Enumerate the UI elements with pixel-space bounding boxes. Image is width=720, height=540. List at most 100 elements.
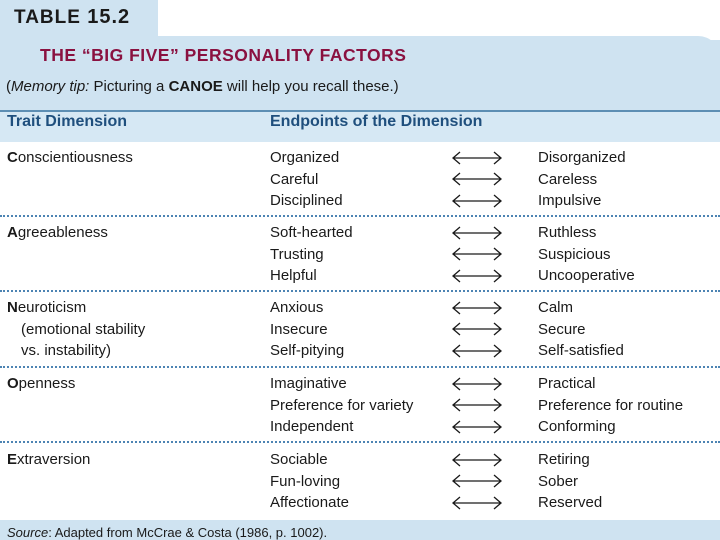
left-endpoint: Careful	[270, 170, 319, 188]
arrow-column	[452, 449, 502, 514]
trait-name-rest: xtraversion	[17, 451, 91, 468]
right-endpoint: Uncooperative	[538, 267, 635, 284]
left-endpoints: Imaginative Preference for variety Indepen…	[270, 373, 413, 438]
row-divider	[0, 366, 720, 368]
left-endpoint: Preference for variety	[270, 396, 414, 414]
left-endpoint: Disciplined	[270, 192, 343, 209]
table-title: THE “BIG FIVE” PERSONALITY FACTORS	[40, 45, 407, 65]
table-label: TABLE 15.2	[14, 6, 130, 29]
footer-bar	[0, 520, 720, 540]
arrow-column	[452, 297, 502, 362]
source-label: Source	[7, 525, 49, 540]
trait-dimension: Conscientiousness	[7, 147, 133, 169]
left-endpoint: Soft-hearted	[270, 224, 353, 241]
right-endpoint: Conforming	[538, 418, 616, 435]
double-headed-arrow-icon	[452, 222, 502, 244]
right-endpoint: Careless	[538, 170, 598, 188]
double-headed-arrow-icon	[452, 297, 502, 319]
memory-tip-label: Memory tip:	[11, 78, 90, 95]
trait-subtitle: vs. instability)	[21, 342, 112, 359]
header-panel	[0, 36, 720, 108]
double-headed-arrow-icon	[452, 265, 502, 287]
trait-name: Agreeableness	[7, 222, 108, 244]
trait-dimension: Neuroticism (emotional stability vs. insta…	[7, 297, 145, 362]
right-endpoints: Ruthless Suspicious Uncooperative	[538, 222, 635, 287]
column-header-bar	[0, 110, 720, 142]
source-text: : Adapted from McCrae & Costa (1986, p. …	[48, 525, 328, 540]
right-endpoint: Sober	[538, 472, 579, 490]
left-endpoint: Sociable	[270, 451, 328, 468]
left-endpoint: Imaginative	[270, 375, 347, 392]
right-endpoint: Disorganized	[538, 149, 626, 166]
memory-tip-text: Picturing a	[89, 78, 169, 95]
double-headed-arrow-icon	[452, 449, 502, 471]
right-endpoint: Suspicious	[538, 245, 611, 263]
memory-tip-text-end: will help you recall these.)	[222, 78, 399, 95]
right-endpoint: Ruthless	[538, 224, 597, 241]
left-endpoints: Soft-hearted Trusting Helpful	[270, 222, 353, 287]
double-headed-arrow-icon	[452, 244, 502, 266]
trait-initial: O	[7, 375, 19, 392]
left-endpoints: Anxious Insecure Self-pitying	[270, 297, 344, 362]
arrow-column	[452, 373, 502, 438]
row-divider	[0, 215, 720, 217]
left-endpoint: Independent	[270, 418, 354, 435]
row-divider	[0, 441, 720, 443]
memory-tip-paren: (	[6, 78, 11, 95]
right-endpoints: Retiring Sober Reserved	[538, 449, 602, 514]
right-endpoint: Secure	[538, 320, 586, 338]
double-headed-arrow-icon	[452, 373, 502, 395]
left-endpoint: Affectionate	[270, 494, 349, 511]
left-endpoint: Insecure	[270, 320, 328, 338]
trait-dimension: Agreeableness	[7, 222, 108, 244]
column-header-trait: Trait Dimension	[7, 113, 128, 130]
right-endpoints: Practical Preference for routine Conformin…	[538, 373, 683, 438]
double-headed-arrow-icon	[452, 416, 502, 438]
right-endpoint: Practical	[538, 375, 596, 392]
trait-name-rest: euroticism	[17, 299, 87, 316]
table-word: TABLE	[14, 7, 81, 28]
column-header-endpoints: Endpoints of the Dimension	[270, 113, 483, 130]
table-number: 15.2	[87, 6, 131, 28]
right-endpoints: Calm Secure Self-satisfied	[538, 297, 624, 362]
left-endpoint: Fun-loving	[270, 472, 341, 490]
double-headed-arrow-icon	[452, 147, 502, 169]
memory-tip-keyword: CANOE	[168, 78, 223, 95]
left-endpoints: Sociable Fun-loving Affectionate	[270, 449, 349, 514]
trait-initial: N	[7, 299, 18, 316]
arrow-column	[452, 222, 502, 287]
memory-tip: (Memory tip: Picturing a CANOE will help…	[6, 78, 399, 95]
trait-name: Neuroticism	[7, 297, 145, 319]
table-tab	[0, 0, 158, 40]
right-endpoint: Reserved	[538, 494, 603, 511]
trait-name: Openness	[7, 373, 75, 395]
left-endpoint: Helpful	[270, 267, 317, 284]
right-endpoints: Disorganized Careless Impulsive	[538, 147, 626, 212]
double-headed-arrow-icon	[452, 169, 502, 191]
trait-name: Extraversion	[7, 449, 90, 471]
table-body	[0, 142, 720, 520]
left-endpoint: Self-pitying	[270, 342, 345, 359]
trait-initial: E	[7, 451, 18, 468]
double-headed-arrow-icon	[452, 492, 502, 514]
source-note: Source: Adapted from McCrae & Costa (198…	[7, 525, 327, 540]
right-endpoint: Impulsive	[538, 192, 602, 209]
double-headed-arrow-icon	[452, 471, 502, 493]
right-endpoint: Retiring	[538, 451, 590, 468]
trait-name-rest: greeableness	[17, 224, 108, 241]
double-headed-arrow-icon	[452, 319, 502, 341]
trait-initial: C	[7, 149, 18, 166]
right-endpoint: Self-satisfied	[538, 342, 624, 359]
arrow-column	[452, 147, 502, 212]
double-headed-arrow-icon	[452, 190, 502, 212]
trait-initial: A	[7, 224, 18, 241]
trait-dimension: Openness	[7, 373, 75, 395]
trait-name-rest: onscientiousness	[17, 149, 133, 166]
double-headed-arrow-icon	[452, 395, 502, 417]
trait-subtitle: (emotional stability	[21, 320, 146, 338]
left-endpoints: Organized Careful Disciplined	[270, 147, 343, 212]
right-endpoint: Calm	[538, 299, 574, 316]
background	[158, 0, 720, 40]
left-endpoint: Trusting	[270, 245, 324, 263]
trait-name-rest: penness	[18, 375, 76, 392]
